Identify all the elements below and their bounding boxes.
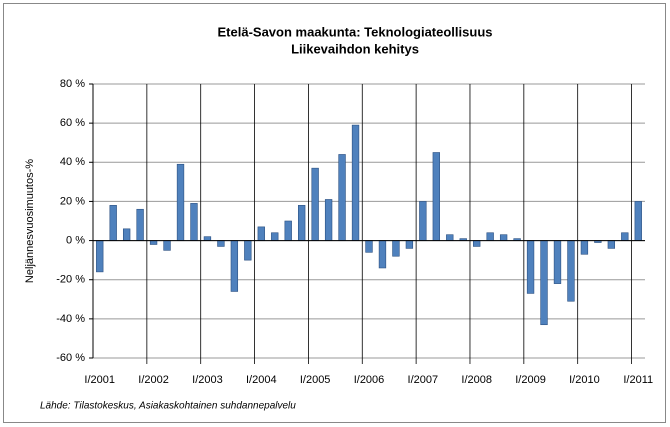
bar — [109, 205, 117, 241]
bar — [351, 124, 360, 241]
bar — [486, 232, 494, 241]
bar — [567, 240, 575, 302]
bar — [96, 240, 104, 273]
bar — [473, 240, 481, 247]
bar — [432, 152, 440, 241]
y-tick-label: 60 % — [60, 117, 85, 129]
bar — [257, 226, 265, 241]
bar — [284, 220, 292, 241]
bar — [122, 228, 131, 241]
bar — [378, 240, 387, 269]
x-tick-label: I/2001 — [84, 374, 115, 386]
bar — [338, 154, 346, 241]
y-tick-label: 0 % — [66, 234, 85, 246]
chart-subtitle: Liikevaihdon kehitys — [291, 41, 419, 56]
chart-title: Etelä-Savon maakunta: Teknologiateollisu… — [218, 24, 493, 39]
bar — [217, 240, 225, 247]
y-tick-label: 20 % — [60, 195, 85, 207]
bar — [540, 240, 548, 326]
chart-frame — [3, 3, 666, 423]
bar — [499, 234, 508, 241]
bar — [365, 240, 373, 253]
x-tick-label: I/2004 — [246, 374, 277, 386]
bar — [298, 205, 306, 241]
x-tick-label: I/2009 — [515, 374, 546, 386]
y-tick-label: -60 % — [56, 352, 85, 364]
source: Lähde: Tilastokeskus, Asiakaskohtainen s… — [40, 401, 296, 412]
bar — [244, 240, 252, 261]
x-tick-label: I/2002 — [138, 374, 169, 386]
bar — [580, 240, 589, 255]
y-tick-label: -40 % — [56, 313, 85, 325]
bar — [324, 199, 333, 241]
bar — [230, 240, 239, 292]
bar — [419, 201, 427, 241]
bar — [446, 234, 454, 241]
bar — [621, 232, 629, 241]
bar — [311, 167, 319, 241]
bar — [190, 203, 198, 241]
bar — [526, 240, 535, 294]
x-tick-label: I/2005 — [300, 374, 331, 386]
y-tick-label: 40 % — [60, 156, 85, 168]
y-tick-label: 80 % — [60, 78, 85, 90]
x-tick-label: I/2006 — [354, 374, 385, 386]
bar — [271, 232, 279, 241]
bar — [553, 240, 562, 284]
y-tick-label: -20 % — [56, 274, 85, 286]
x-tick-label: I/2008 — [461, 374, 492, 386]
bar — [405, 240, 414, 249]
x-tick-label: I/2007 — [408, 374, 439, 386]
bar — [607, 240, 616, 249]
bar — [634, 201, 642, 241]
bar — [176, 163, 185, 241]
x-tick-label: I/2010 — [569, 374, 600, 386]
x-tick-label: I/2011 — [623, 374, 653, 386]
bar — [392, 240, 400, 257]
bar — [163, 240, 171, 251]
bar — [149, 240, 158, 245]
bar — [203, 236, 212, 241]
x-tick-label: I/2003 — [192, 374, 223, 386]
y-axis-label: Neljännesvuosimuutos-% — [24, 159, 36, 283]
bar — [136, 208, 144, 241]
